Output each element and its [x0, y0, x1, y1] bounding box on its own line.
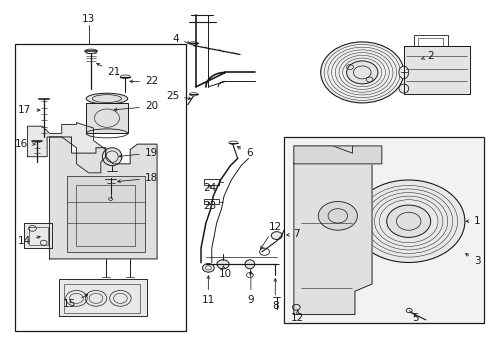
Text: 23: 23	[203, 201, 217, 211]
Text: 25: 25	[166, 91, 191, 101]
Text: 22: 22	[130, 76, 158, 86]
Ellipse shape	[102, 148, 122, 166]
Text: 11: 11	[202, 276, 215, 305]
Bar	[29, 226, 48, 245]
Text: 10: 10	[219, 266, 232, 279]
Text: 21: 21	[97, 63, 121, 77]
Circle shape	[318, 202, 357, 230]
Circle shape	[352, 180, 465, 262]
Bar	[67, 176, 145, 252]
Bar	[76, 185, 135, 246]
Text: 5: 5	[412, 313, 419, 323]
Bar	[86, 103, 128, 134]
Polygon shape	[404, 45, 470, 94]
Circle shape	[346, 61, 378, 84]
Text: 14: 14	[18, 236, 40, 246]
Polygon shape	[287, 139, 482, 321]
Ellipse shape	[399, 84, 409, 93]
Ellipse shape	[86, 93, 128, 104]
Text: 1: 1	[466, 216, 480, 226]
Polygon shape	[24, 223, 52, 248]
Bar	[284, 137, 485, 323]
Text: 17: 17	[18, 105, 40, 115]
Text: 12: 12	[291, 310, 304, 323]
Text: 19: 19	[119, 148, 158, 158]
Text: 7: 7	[287, 229, 299, 239]
Ellipse shape	[245, 260, 255, 269]
Polygon shape	[294, 146, 382, 164]
Bar	[418, 39, 443, 45]
Text: 13: 13	[82, 14, 95, 24]
Text: 24: 24	[203, 183, 217, 193]
Bar	[414, 35, 448, 45]
Text: 3: 3	[466, 254, 480, 266]
Bar	[64, 284, 140, 313]
Text: 2: 2	[421, 51, 433, 61]
Text: 8: 8	[272, 279, 279, 311]
Text: 16: 16	[15, 139, 35, 149]
Ellipse shape	[399, 66, 409, 79]
Text: 4: 4	[172, 34, 190, 44]
Polygon shape	[59, 279, 147, 316]
Bar	[204, 179, 219, 185]
Bar	[204, 199, 219, 204]
Text: 6: 6	[238, 147, 253, 158]
Circle shape	[387, 205, 431, 237]
Circle shape	[321, 42, 404, 103]
Ellipse shape	[217, 260, 229, 269]
Text: 18: 18	[118, 173, 158, 183]
Text: 12: 12	[261, 222, 282, 249]
Circle shape	[202, 264, 214, 272]
Text: 20: 20	[114, 102, 158, 112]
Text: 15: 15	[63, 294, 88, 309]
Polygon shape	[49, 137, 157, 259]
Polygon shape	[294, 146, 372, 315]
Ellipse shape	[271, 231, 282, 239]
Bar	[15, 44, 186, 330]
Text: 9: 9	[247, 271, 254, 305]
Polygon shape	[27, 123, 106, 173]
